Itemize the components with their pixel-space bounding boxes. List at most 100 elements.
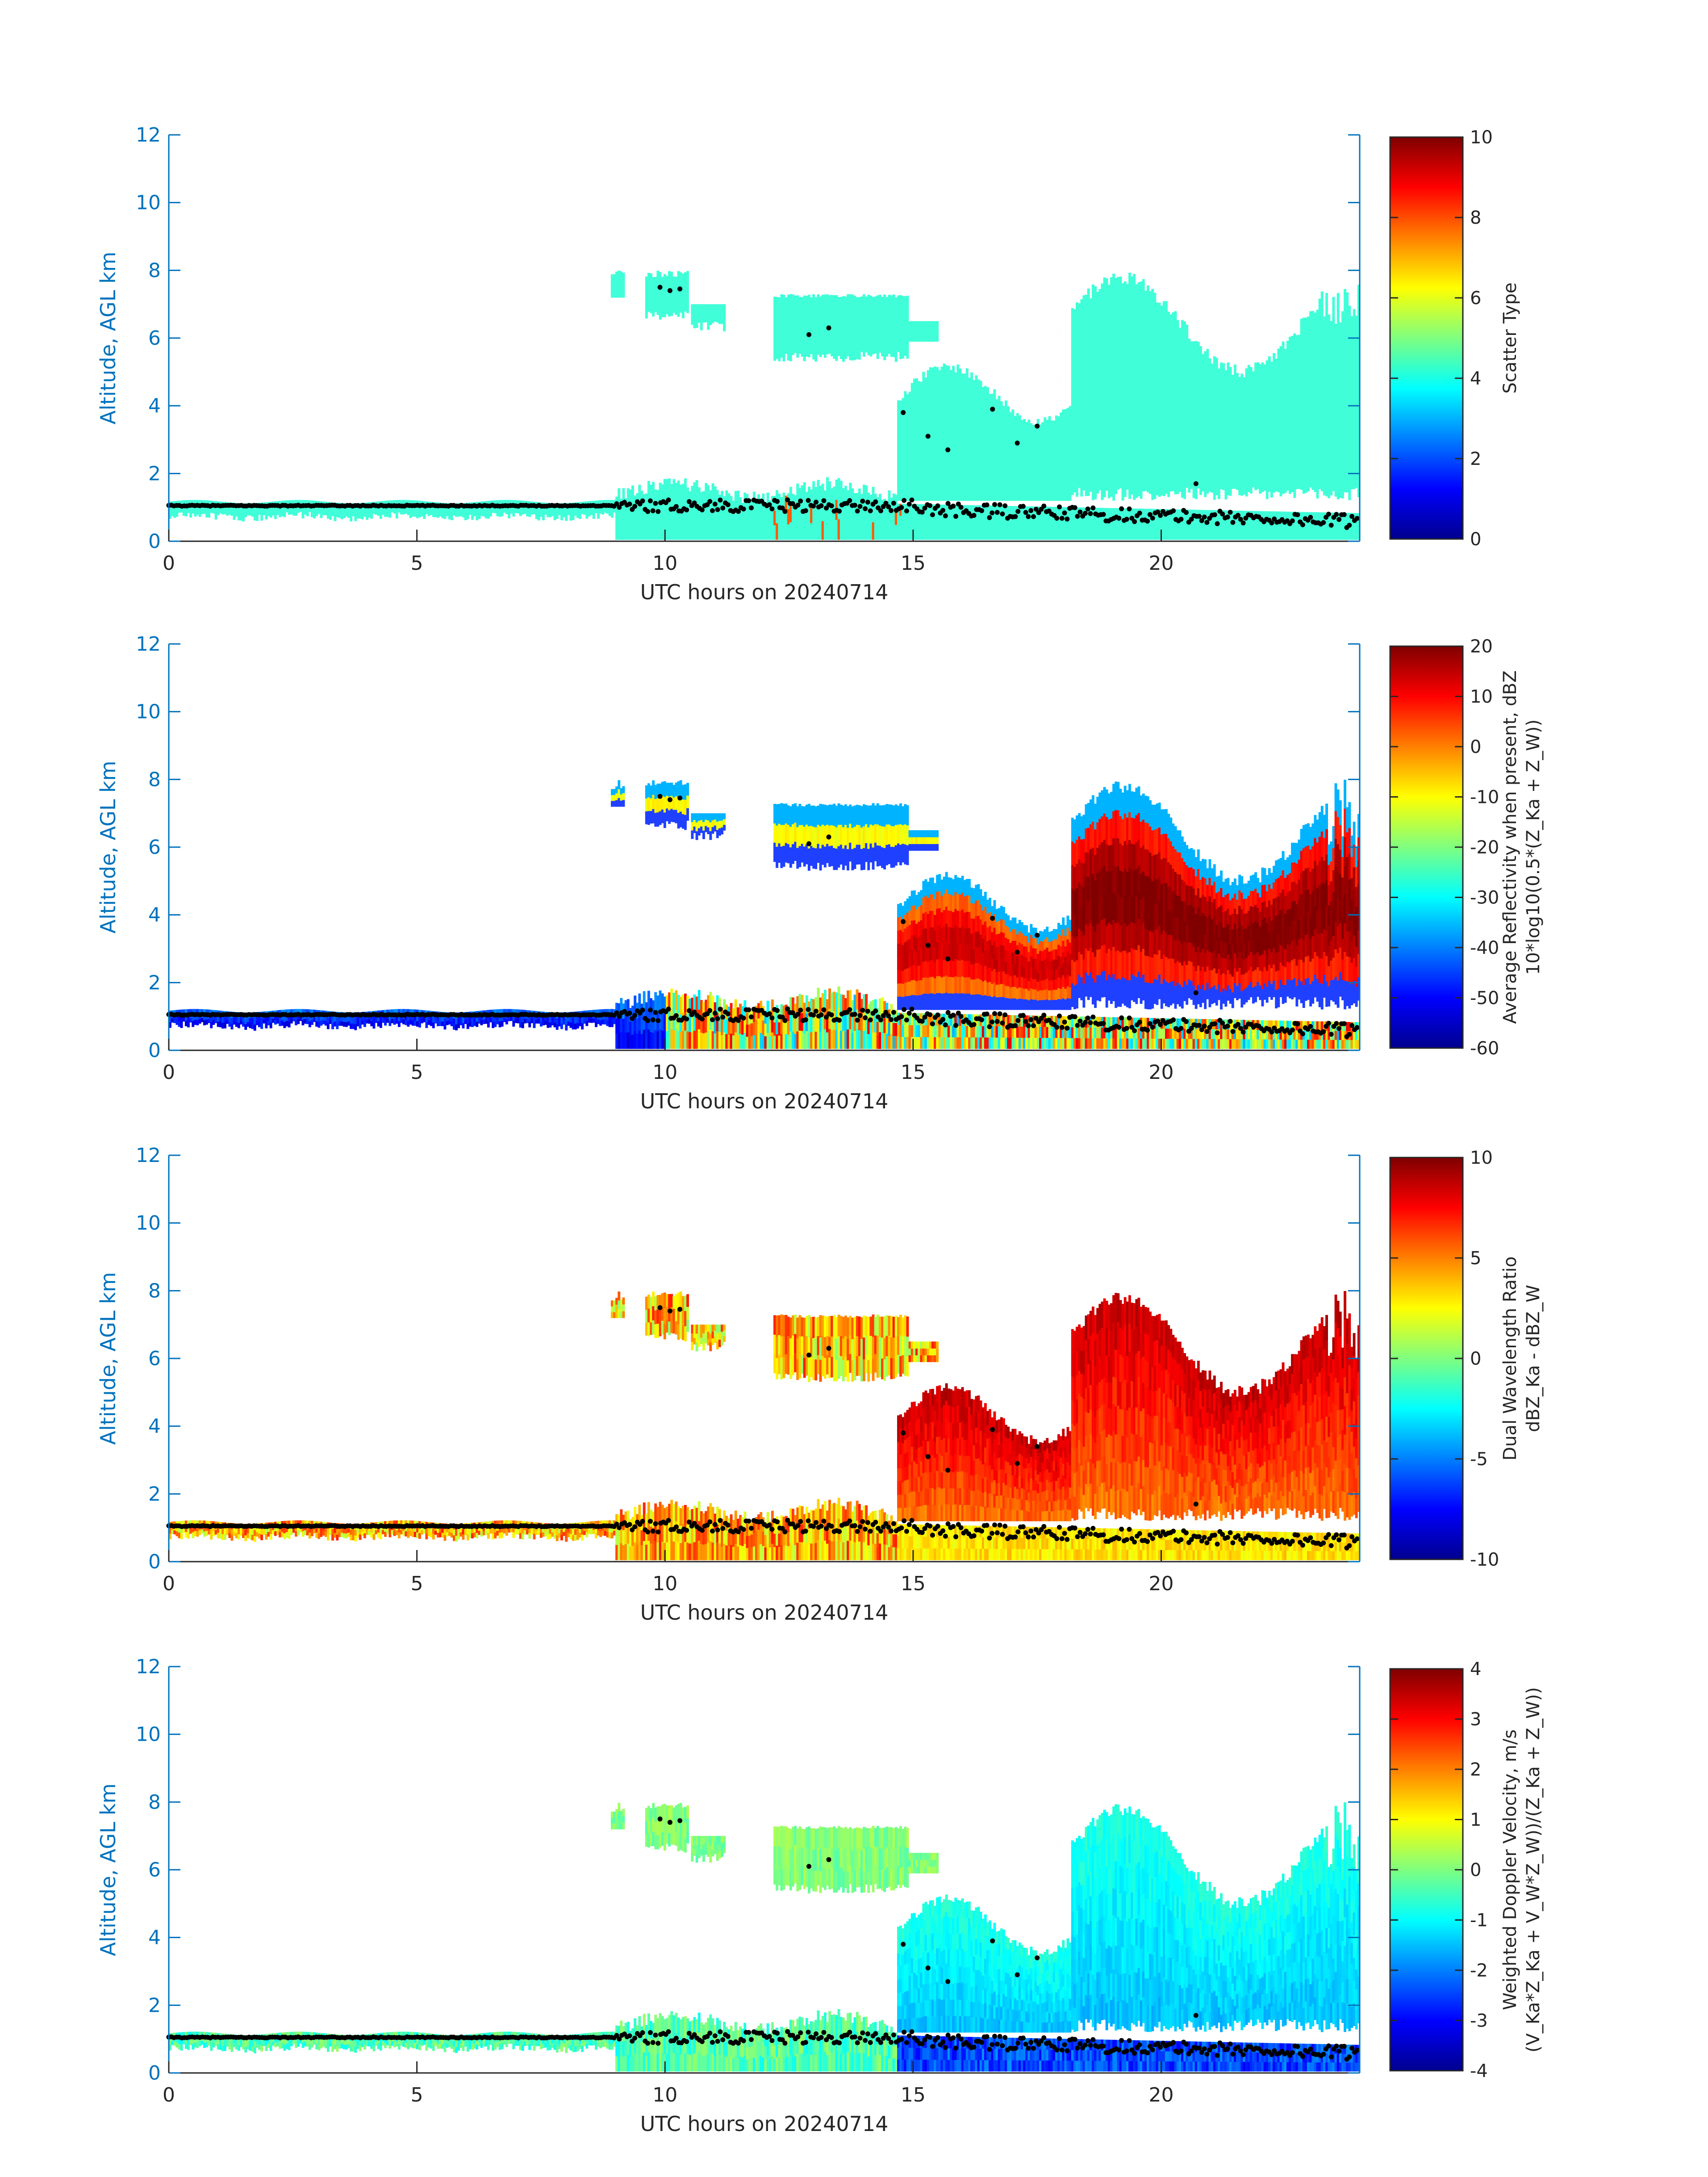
field-cell <box>1050 481 1053 491</box>
field-cell <box>1346 317 1349 343</box>
field-cell <box>1199 530 1202 540</box>
field-cell <box>823 336 827 358</box>
field-cell <box>1153 370 1157 396</box>
field-cell <box>1000 506 1003 518</box>
field-cell <box>666 479 668 500</box>
field-cell <box>785 803 788 823</box>
field-cell <box>178 501 181 505</box>
field-cell <box>1309 311 1312 334</box>
field-cell <box>1229 367 1232 384</box>
field-cell <box>650 286 652 300</box>
field-cell <box>924 393 927 409</box>
field-cell <box>618 488 621 506</box>
field-cell <box>1178 430 1182 451</box>
field-cell <box>1158 302 1161 327</box>
field-cell <box>1133 387 1136 415</box>
field-cell <box>776 1034 778 1049</box>
field-cell <box>883 526 886 540</box>
field-cell <box>780 336 783 358</box>
field-cell <box>1000 414 1003 426</box>
field-cell <box>661 1011 664 1031</box>
field-cell <box>1107 364 1111 392</box>
field-cell <box>1291 414 1294 434</box>
field-cell <box>1270 521 1273 531</box>
field-cell <box>831 335 834 356</box>
field-cell <box>533 506 536 510</box>
field-cell <box>681 303 685 318</box>
field-cell <box>255 1020 259 1025</box>
field-cell <box>801 521 804 540</box>
field-cell <box>212 1015 215 1020</box>
field-cell <box>1341 381 1344 405</box>
field-cell <box>899 476 902 489</box>
field-cell <box>1243 450 1246 465</box>
field-cell <box>194 511 197 517</box>
field-cell <box>539 1021 543 1027</box>
field-cell <box>1121 392 1124 419</box>
field-cell <box>1030 528 1033 540</box>
field-cell <box>920 456 923 472</box>
field-cell <box>766 493 769 509</box>
field-cell <box>1229 415 1232 432</box>
field-cell <box>498 1021 501 1028</box>
field-cell <box>936 434 939 451</box>
field-cell <box>881 513 884 527</box>
field-cell <box>1202 422 1204 440</box>
field-cell <box>1357 443 1360 471</box>
field-cell <box>175 1015 179 1020</box>
field-cell <box>1197 415 1200 434</box>
field-cell <box>1151 519 1154 530</box>
field-cell <box>368 512 371 518</box>
field-cell <box>1027 460 1031 471</box>
field-cell <box>1149 468 1152 494</box>
field-cell <box>755 513 758 526</box>
field-cell <box>585 513 589 519</box>
field-cell <box>693 520 696 540</box>
field-cell <box>1034 472 1037 482</box>
field-cell <box>1314 512 1317 522</box>
field-cell <box>961 468 964 485</box>
field-cell <box>659 272 662 288</box>
field-cell <box>787 1034 790 1049</box>
field-cell <box>1009 456 1012 468</box>
field-cell <box>1240 389 1244 405</box>
field-cell <box>794 495 797 510</box>
field-cell <box>427 1020 430 1025</box>
field-cell <box>1133 443 1136 472</box>
cloud-base-marker <box>1062 510 1067 516</box>
field-cell <box>789 504 792 522</box>
field-cell <box>734 523 737 540</box>
field-cell <box>1094 313 1097 340</box>
field-cell <box>984 472 987 487</box>
field-cell <box>663 479 666 500</box>
field-cell <box>981 401 985 416</box>
cloud-base-marker <box>881 504 886 509</box>
field-cell <box>863 503 865 522</box>
cloud-base-marker <box>1057 504 1062 510</box>
field-cell <box>615 525 618 540</box>
field-cell <box>1330 386 1333 409</box>
field-cell <box>187 1021 190 1028</box>
field-cell <box>1336 531 1340 540</box>
field-cell <box>1339 513 1342 522</box>
field-cell <box>347 513 350 518</box>
field-cell <box>1261 427 1264 444</box>
field-cell <box>681 1030 685 1049</box>
field-cell <box>968 485 971 501</box>
field-cell <box>620 1015 623 1032</box>
field-cell <box>1165 421 1168 446</box>
field-cell <box>421 1019 424 1024</box>
field-cell <box>826 518 829 540</box>
field-cell <box>169 1022 171 1028</box>
field-cell <box>1048 447 1051 459</box>
field-cell <box>537 508 540 515</box>
field-cell <box>709 992 712 1011</box>
field-cell <box>965 368 969 385</box>
field-cell <box>1158 351 1161 376</box>
field-cell <box>263 506 266 511</box>
field-cell <box>1165 373 1168 398</box>
field-cell <box>686 783 689 796</box>
field-cell <box>530 1019 534 1024</box>
field-cell <box>1064 443 1067 455</box>
field-cell <box>1289 454 1291 475</box>
